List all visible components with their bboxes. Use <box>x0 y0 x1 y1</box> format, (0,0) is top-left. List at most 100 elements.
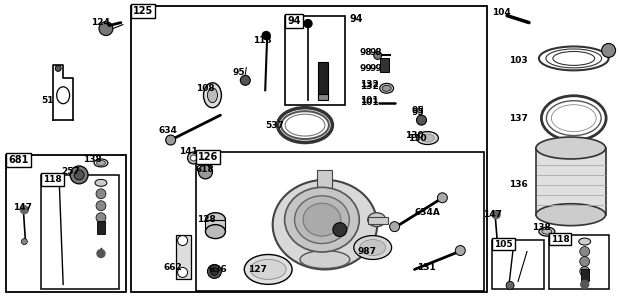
Text: 126: 126 <box>198 152 218 162</box>
Bar <box>549 235 609 289</box>
Text: 98: 98 <box>360 48 373 57</box>
Bar <box>581 269 589 281</box>
Ellipse shape <box>250 260 286 280</box>
Circle shape <box>56 176 64 184</box>
Ellipse shape <box>273 180 377 269</box>
Circle shape <box>304 20 312 28</box>
Text: 136: 136 <box>509 180 528 189</box>
Ellipse shape <box>542 229 552 234</box>
Ellipse shape <box>417 132 438 145</box>
Text: 98: 98 <box>370 48 383 57</box>
Text: 138: 138 <box>83 156 102 164</box>
Text: 104: 104 <box>492 8 511 17</box>
Text: 124: 124 <box>91 18 110 27</box>
Circle shape <box>333 223 347 237</box>
Text: 95: 95 <box>412 108 424 117</box>
Ellipse shape <box>300 251 350 268</box>
Circle shape <box>55 65 61 71</box>
Text: 103: 103 <box>509 56 528 65</box>
Circle shape <box>580 257 590 266</box>
Bar <box>318 94 328 100</box>
Bar <box>536 148 606 215</box>
Text: 51: 51 <box>42 96 54 105</box>
Ellipse shape <box>536 204 606 226</box>
Text: 118: 118 <box>43 175 62 184</box>
Ellipse shape <box>208 88 218 103</box>
Bar <box>379 58 389 72</box>
Text: 127: 127 <box>248 265 267 274</box>
Circle shape <box>389 222 399 232</box>
Circle shape <box>208 264 221 278</box>
Text: 681: 681 <box>9 155 29 165</box>
Text: 132: 132 <box>360 82 379 91</box>
Circle shape <box>241 75 250 85</box>
Ellipse shape <box>379 83 394 93</box>
Ellipse shape <box>205 225 226 239</box>
Ellipse shape <box>368 213 386 227</box>
Text: 634: 634 <box>159 125 177 135</box>
Text: 662: 662 <box>164 263 182 272</box>
Circle shape <box>417 115 427 125</box>
Bar <box>97 221 105 234</box>
Circle shape <box>70 166 88 184</box>
Text: 131: 131 <box>417 263 436 272</box>
Circle shape <box>262 32 270 40</box>
Ellipse shape <box>95 179 107 186</box>
Text: 141: 141 <box>179 148 198 156</box>
Circle shape <box>580 246 590 257</box>
Circle shape <box>493 239 499 245</box>
Circle shape <box>20 206 29 214</box>
Circle shape <box>96 189 106 199</box>
Text: 94: 94 <box>350 14 363 24</box>
Circle shape <box>166 135 175 145</box>
Circle shape <box>580 266 590 277</box>
Ellipse shape <box>536 137 606 159</box>
Text: 147: 147 <box>14 203 32 212</box>
Circle shape <box>506 281 514 289</box>
Text: 130: 130 <box>407 134 426 142</box>
Bar <box>42 175 119 289</box>
Ellipse shape <box>203 83 221 108</box>
Text: 99: 99 <box>370 64 383 73</box>
Bar <box>205 220 226 232</box>
Text: 130: 130 <box>405 131 423 139</box>
Circle shape <box>99 21 113 35</box>
Ellipse shape <box>285 187 359 252</box>
Ellipse shape <box>94 159 108 167</box>
Circle shape <box>601 44 616 58</box>
Text: 125: 125 <box>133 6 153 16</box>
Text: 108: 108 <box>195 84 214 93</box>
Text: 132: 132 <box>360 80 379 89</box>
Text: 137: 137 <box>509 114 528 123</box>
Circle shape <box>21 239 27 245</box>
Circle shape <box>210 267 218 275</box>
Text: 94: 94 <box>287 15 301 26</box>
Text: 101: 101 <box>360 96 378 105</box>
Bar <box>318 62 328 97</box>
Ellipse shape <box>303 203 341 236</box>
Circle shape <box>581 280 589 288</box>
Circle shape <box>74 170 84 180</box>
Ellipse shape <box>205 213 226 227</box>
Circle shape <box>437 193 448 203</box>
Circle shape <box>96 213 106 223</box>
Ellipse shape <box>578 238 591 245</box>
Circle shape <box>492 211 500 219</box>
Ellipse shape <box>244 254 292 284</box>
Text: 95: 95 <box>232 68 245 77</box>
Text: 118: 118 <box>551 235 570 243</box>
Ellipse shape <box>382 85 391 91</box>
Text: 128: 128 <box>198 215 216 224</box>
Text: 634A: 634A <box>415 208 440 217</box>
Text: 537: 537 <box>265 121 284 130</box>
Text: 257: 257 <box>61 167 80 176</box>
Text: 618: 618 <box>195 165 215 174</box>
Circle shape <box>177 236 188 246</box>
Circle shape <box>198 165 213 179</box>
Ellipse shape <box>360 240 386 255</box>
Circle shape <box>188 152 200 164</box>
Text: 99: 99 <box>360 64 373 73</box>
Circle shape <box>455 246 465 255</box>
Text: 987: 987 <box>358 247 377 256</box>
Text: 138: 138 <box>532 223 551 232</box>
